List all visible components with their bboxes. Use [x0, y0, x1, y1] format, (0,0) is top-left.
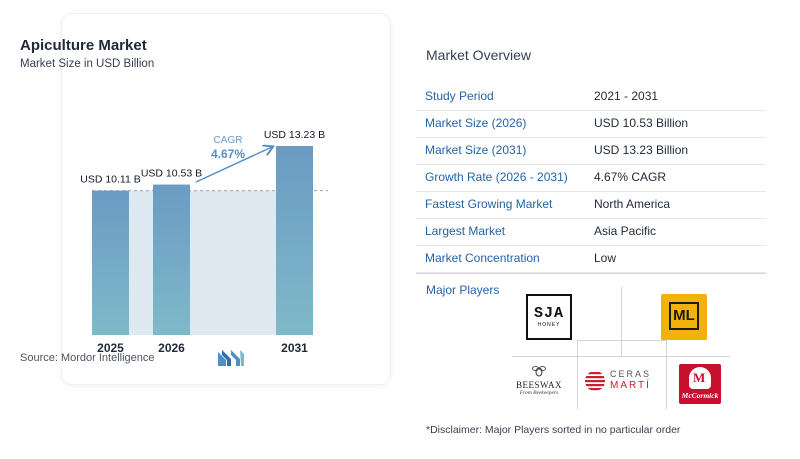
bar-chart: USD 10.11 B 2025 USD 10.53 B 2026 USD 13.23 … [80, 129, 328, 355]
overview-value: USD 10.53 Billion [594, 116, 689, 130]
overview-key: Market Size (2026) [425, 116, 527, 130]
overview-key: Market Size (2031) [425, 143, 527, 157]
overview-title: Market Overview [426, 47, 532, 63]
overview-row: Market Concentration Low [416, 246, 766, 273]
chart-subtitle: Market Size in USD Billion [20, 58, 155, 70]
overview-value: 4.67% CAGR [594, 170, 667, 184]
bar-2025 [92, 190, 129, 335]
ceras-marti-emblem-icon [585, 371, 605, 391]
sja-logo-subtext: HONEY [537, 322, 561, 328]
overview-key: Fastest Growing Market [425, 197, 553, 211]
chart-title: Apiculture Market [20, 37, 147, 54]
overview-value: 2021 - 2031 [594, 89, 659, 103]
cagr-label: CAGR [214, 135, 243, 146]
ceras-marti-logo: CERAS MARTÍ [580, 358, 664, 404]
overview-key: Growth Rate (2026 - 2031) [425, 170, 568, 184]
overview-row: Market Size (2031) USD 13.23 Billion [416, 138, 766, 165]
divider [416, 273, 766, 274]
overview-row: Fastest Growing Market North America [416, 192, 766, 219]
overview-row: Market Size (2026) USD 10.53 Billion [416, 111, 766, 138]
overview-row: Growth Rate (2026 - 2031) 4.67% CAGR [416, 165, 766, 192]
sja-honey-logo: SJA HONEY [526, 294, 572, 340]
mccormick-logo-text: McCormick [681, 391, 719, 400]
overview-value: Low [594, 251, 617, 265]
x-tick-2031: 2031 [281, 341, 308, 355]
disclaimer: *Disclaimer: Major Players sorted in no … [426, 424, 681, 436]
logo-grid-line [577, 340, 667, 341]
mccormick-logo: M McCormick [679, 364, 721, 404]
cagr-value: 4.67% [211, 147, 245, 161]
ml-logo: ML [661, 294, 707, 340]
overview-row: Largest Market Asia Pacific [416, 219, 766, 246]
overview-value: North America [594, 197, 671, 211]
beeswax-logo-subtext: From Beekeepers [519, 390, 559, 396]
bar-2026 [153, 184, 190, 335]
x-tick-2026: 2026 [158, 341, 185, 355]
overview-key: Market Concentration [425, 251, 540, 265]
x-tick-2025: 2025 [97, 341, 124, 355]
overview-row: Study Period 2021 - 2031 [416, 84, 766, 111]
bee-icon [532, 366, 546, 377]
overview-key: Study Period [425, 89, 494, 103]
logo-grid-line [577, 340, 578, 409]
mordor-intelligence-logo-icon [218, 350, 244, 366]
mccormick-emblem-icon: M [689, 367, 711, 389]
ceras-logo-text: CERAS [610, 369, 652, 379]
ml-logo-text: ML [669, 302, 699, 330]
logo-grid-line [621, 287, 622, 357]
beeswax-logo: BEESWAX From Beekeepers [512, 364, 566, 404]
logo-grid-line [512, 356, 730, 357]
data-label-2026: USD 10.53 B [141, 168, 202, 180]
overview-key: Largest Market [425, 224, 506, 238]
logo-grid-line [666, 340, 667, 409]
players-title: Major Players [426, 283, 500, 297]
cagr-arrow [195, 147, 272, 183]
source-text: Source: Mordor Intelligence [20, 352, 155, 364]
data-label-2025: USD 10.11 B [80, 174, 141, 186]
sja-logo-text: SJA [533, 305, 564, 322]
overview-value: USD 13.23 Billion [594, 143, 689, 157]
marti-logo-text: MARTÍ [610, 380, 651, 391]
overview-value: Asia Pacific [594, 224, 657, 238]
data-label-2031: USD 13.23 B [264, 129, 325, 141]
bar-2031 [276, 146, 313, 335]
beeswax-logo-text: BEESWAX [516, 380, 562, 390]
